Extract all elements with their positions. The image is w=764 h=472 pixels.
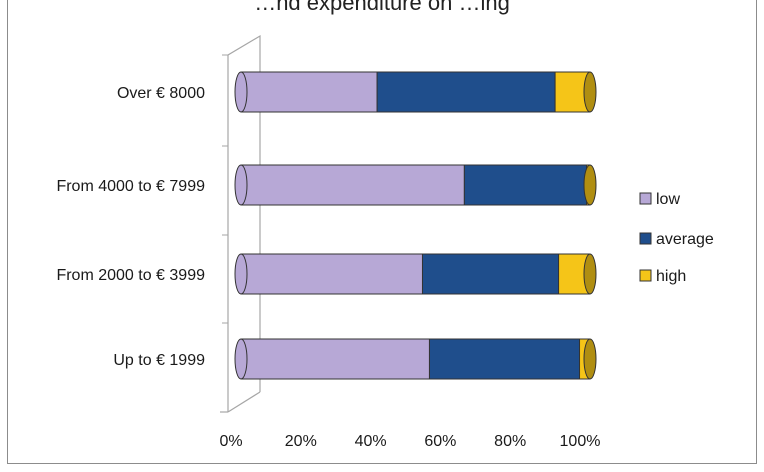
bar-segment-low xyxy=(240,338,430,380)
x-tick-label: 100% xyxy=(560,433,601,450)
legend-label-high: high xyxy=(656,268,686,285)
bar-segment-low xyxy=(240,71,378,113)
bar-segment-low xyxy=(240,253,423,295)
bar-segment-average xyxy=(463,164,588,206)
legend-label-average: average xyxy=(656,231,714,248)
category-label: Up to € 1999 xyxy=(113,352,205,369)
back-wall xyxy=(227,34,261,412)
chart-frame xyxy=(7,0,757,464)
legend-swatch-high xyxy=(639,269,652,282)
category-label: Over € 8000 xyxy=(117,85,205,102)
bar-segment-low xyxy=(240,164,465,206)
bar-right-cap xyxy=(583,71,597,113)
bar-left-cap xyxy=(234,338,248,380)
floor-edge xyxy=(227,391,261,413)
x-tick-label: 20% xyxy=(285,433,317,450)
category-label: From 2000 to € 3999 xyxy=(56,267,205,284)
chart-title: …nd expenditure on …ing xyxy=(254,0,510,15)
bar-right-cap xyxy=(583,164,597,206)
x-tick-label: 40% xyxy=(355,433,387,450)
bar-segment-average xyxy=(428,338,581,380)
bar-left-cap xyxy=(234,164,248,206)
bar-left-cap xyxy=(234,71,248,113)
legend-swatch-average xyxy=(639,232,652,245)
x-tick-label: 0% xyxy=(219,433,242,450)
legend-label-low: low xyxy=(656,191,680,208)
x-tick-label: 60% xyxy=(424,433,456,450)
legend-swatch-low xyxy=(639,192,652,205)
x-tick-label: 80% xyxy=(494,433,526,450)
bar-segment-average xyxy=(376,71,556,113)
bar-right-cap xyxy=(583,253,597,295)
category-label: From 4000 to € 7999 xyxy=(56,178,205,195)
bar-segment-average xyxy=(421,253,560,295)
bar-left-cap xyxy=(234,253,248,295)
bar-right-cap xyxy=(583,338,597,380)
